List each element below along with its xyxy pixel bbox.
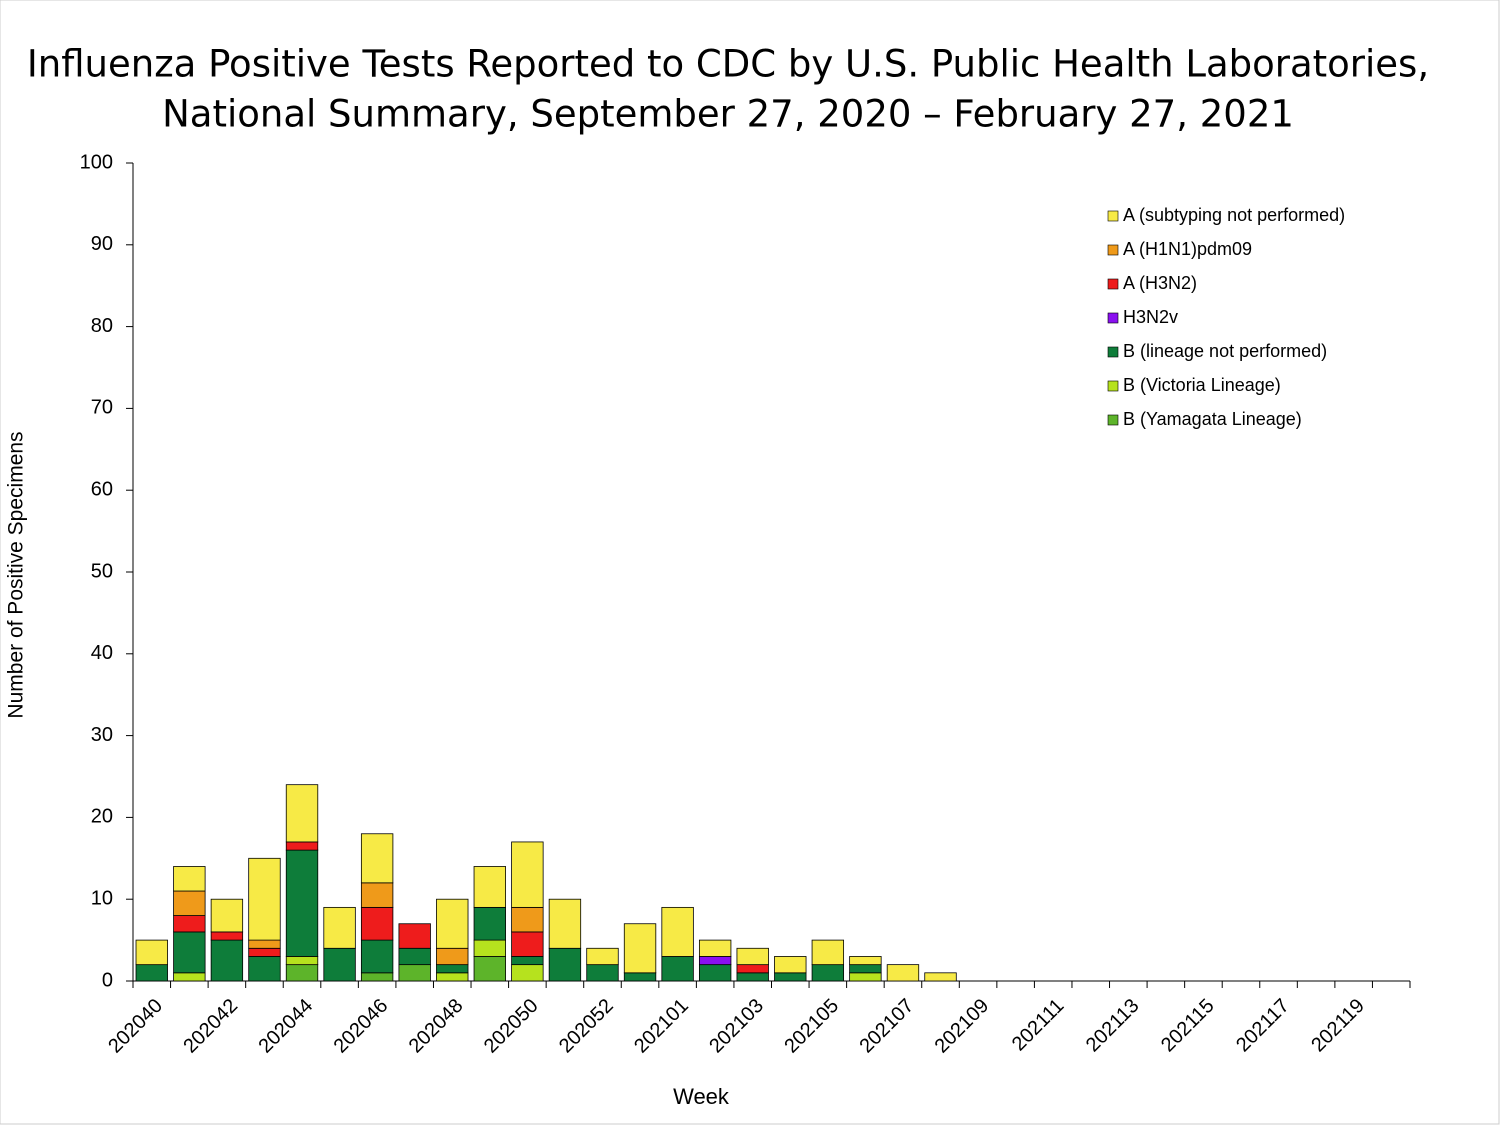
bar-segment <box>623 972 657 982</box>
bar-segment <box>586 947 619 966</box>
y-tick-label: 10 <box>91 887 113 909</box>
bar-segment <box>736 972 769 982</box>
legend-label: A (subtyping not performed) <box>1123 205 1345 225</box>
bar-segment <box>774 972 807 982</box>
bar-segment <box>210 898 244 933</box>
bar-segment <box>285 784 319 843</box>
legend-swatch <box>1107 278 1119 290</box>
legend-swatch <box>1107 312 1119 324</box>
bar-segment <box>511 906 544 933</box>
bar-segment <box>886 964 920 982</box>
y-axis-label: Number of Positive Specimens <box>5 431 28 718</box>
bar-segment <box>173 915 206 933</box>
legend-label: B (Victoria Lineage) <box>1123 375 1281 395</box>
bar-segment <box>849 964 882 974</box>
y-tick-label: 0 <box>102 969 113 991</box>
bar-segment <box>736 964 769 974</box>
y-tick-label: 60 <box>91 478 113 500</box>
bar-segment <box>398 964 431 982</box>
bar-segment <box>248 939 281 949</box>
bar-segment <box>436 964 469 974</box>
legend-label: A (H1N1)pdm09 <box>1123 239 1252 259</box>
x-axis-label: Week <box>673 1084 730 1109</box>
bar-segment <box>698 964 732 982</box>
bar-segment <box>661 906 694 957</box>
legend-label: B (Yamagata Lineage) <box>1123 409 1302 429</box>
bar-segment <box>210 939 244 982</box>
bar-segment <box>436 898 469 949</box>
bar-segment <box>173 890 206 916</box>
bar-segment <box>473 906 506 941</box>
bar-segment <box>210 931 244 941</box>
bar-segment <box>248 947 281 957</box>
legend-swatch <box>1107 414 1119 426</box>
y-tick-label: 80 <box>91 315 113 337</box>
legend-swatch <box>1107 210 1119 222</box>
bar-segment <box>360 972 394 982</box>
bar-segment <box>360 833 394 884</box>
bar-segment <box>285 956 319 966</box>
bar-segment <box>285 849 319 957</box>
bar-segment <box>285 841 319 851</box>
bar-segment <box>135 964 168 982</box>
bar-segment <box>173 931 206 974</box>
bar-segment <box>360 939 394 974</box>
bar-segment <box>473 866 506 908</box>
bar-segment <box>436 947 469 966</box>
bar-segment <box>849 956 882 966</box>
y-tick-label: 40 <box>91 642 113 664</box>
bar-segment <box>586 964 619 982</box>
legend-label: B (lineage not performed) <box>1123 341 1327 361</box>
bar-segment <box>548 898 582 949</box>
chart-title: National Summary, September 27, 2020 – F… <box>162 93 1294 136</box>
bar-segment <box>924 972 957 982</box>
bar-segment <box>661 956 694 982</box>
bar-segment <box>511 956 544 966</box>
y-tick-label: 100 <box>80 151 113 173</box>
bar-segment <box>548 947 582 982</box>
bar-segment <box>511 964 544 982</box>
bar-segment <box>323 947 356 982</box>
bar-segment <box>360 906 394 941</box>
bar-segment <box>398 923 431 949</box>
bar-segment <box>173 866 206 892</box>
bar-segment <box>323 906 356 949</box>
bar-segment <box>511 841 544 908</box>
legend-swatch <box>1107 380 1119 392</box>
bar-segment <box>285 964 319 982</box>
bar-segment <box>698 939 732 957</box>
bar-segment <box>511 931 544 957</box>
bar-segment <box>811 939 845 966</box>
bar-segment <box>698 956 732 966</box>
bar-segment <box>135 939 168 966</box>
bar-segment <box>774 956 807 974</box>
bar-segment <box>248 956 281 982</box>
bar-segment <box>473 956 506 982</box>
bar-segment <box>811 964 845 982</box>
y-tick-label: 70 <box>91 397 113 419</box>
y-tick-label: 50 <box>91 560 113 582</box>
bar-segment <box>398 947 431 966</box>
bar-segment <box>173 972 206 982</box>
y-tick-label: 90 <box>91 233 113 255</box>
y-tick-label: 20 <box>91 806 113 828</box>
bar-segment <box>436 972 469 982</box>
legend-label: A (H3N2) <box>1123 273 1197 293</box>
legend-swatch <box>1107 244 1119 256</box>
y-tick-label: 30 <box>91 724 113 746</box>
bar-segment <box>736 947 769 966</box>
bar-segment <box>473 939 506 957</box>
bar-segment <box>248 857 281 941</box>
chart-title: Influenza Positive Tests Reported to CDC… <box>27 43 1429 86</box>
legend-swatch <box>1107 346 1119 358</box>
bar-segment <box>623 923 657 974</box>
bar-segment <box>360 882 394 908</box>
bar-segment <box>849 972 882 982</box>
legend-label: H3N2v <box>1123 307 1178 327</box>
